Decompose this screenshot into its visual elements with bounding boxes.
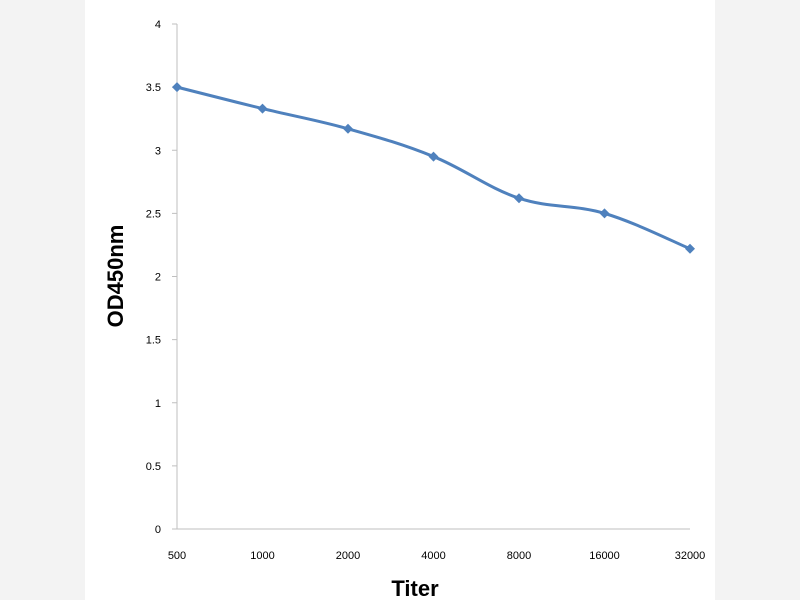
y-tick-label: 2 [155,272,161,284]
data-point-marker [172,82,182,93]
data-point-marker [343,123,353,134]
data-point-marker [685,243,695,254]
x-axis: 500 1000 2000 4000 8000 16000 32000 [168,528,705,562]
x-tick-label: 8000 [507,550,531,562]
series-line [176,85,691,251]
x-axis-title: Titer [391,576,439,600]
x-tick-label: 1000 [250,550,274,562]
x-tick-label: 2000 [336,550,360,562]
x-tick-label: 16000 [589,550,620,562]
y-tick-label: 0.5 [146,461,161,473]
x-tick-label: 4000 [421,550,445,562]
data-point-marker [428,151,439,162]
y-tick-label: 1 [155,398,161,410]
chart-area [85,0,715,600]
y-tick-label: 3 [155,145,161,157]
y-tick-label: 0 [155,524,161,536]
data-point-marker [257,103,268,114]
y-tick-label: 2.5 [146,208,161,220]
y-axis-title: OD450nm [103,225,128,328]
data-point-marker [599,208,610,219]
y-tick-label: 4 [155,19,161,31]
x-tick-label: 32000 [675,550,706,562]
data-point-marker [514,193,524,204]
data-series [172,82,695,254]
x-ticks: 500 1000 2000 4000 8000 16000 32000 [168,550,705,562]
x-tick-label: 500 [168,550,186,562]
y-ticks: 0 0.5 1 1.5 2 2.5 3 3.5 4 [146,19,177,536]
y-tick-label: 1.5 [146,335,161,347]
y-tick-label: 3.5 [146,82,161,94]
y-axis: 0 0.5 1 1.5 2 2.5 3 3.5 4 [146,19,178,536]
